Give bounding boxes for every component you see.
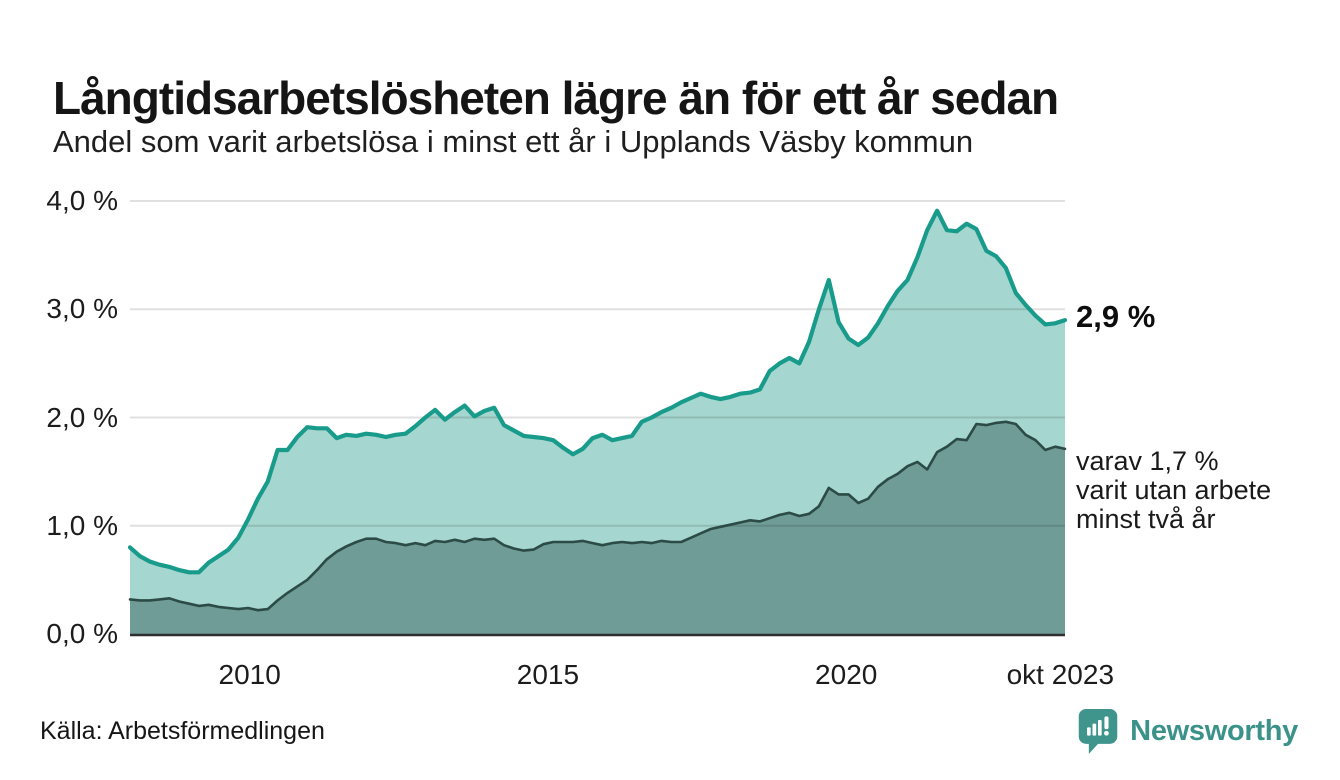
- y-tick-label: 4,0 %: [46, 185, 118, 216]
- line-total: [127, 208, 1068, 575]
- x-tick-label: 2010: [218, 659, 281, 690]
- y-tick-label: 1,0 %: [46, 509, 118, 541]
- x-tick-label: okt 2023: [1006, 659, 1115, 690]
- chart-title: Långtidsarbetslösheten lägre än för ett …: [53, 71, 1059, 124]
- y-tick-label: 2,0 %: [46, 401, 118, 433]
- newsworthy-bubble-icon: [1078, 709, 1118, 754]
- y-tick-label: 3,0 %: [46, 293, 118, 325]
- newsworthy-wordmark: Newsworthy: [1130, 714, 1298, 747]
- y-tick-label: 0,0 %: [46, 618, 118, 649]
- x-tick-label: 2015: [516, 659, 580, 690]
- annotation-latest-total: 2,9 %: [1076, 299, 1156, 334]
- line-two-year: [128, 420, 1067, 612]
- area-fill-series-1: [130, 421, 1065, 634]
- annotation-two-year: varav 1,7 % varit utan arbete minst två …: [1076, 446, 1272, 534]
- newsworthy-logo: Newsworthy: [1076, 706, 1298, 756]
- chart-subtitle: Andel som varit arbetslösa i minst ett å…: [53, 124, 974, 159]
- source-note: Källa: Arbetsförmedlingen: [40, 717, 325, 745]
- x-tick-label: 2020: [815, 659, 878, 690]
